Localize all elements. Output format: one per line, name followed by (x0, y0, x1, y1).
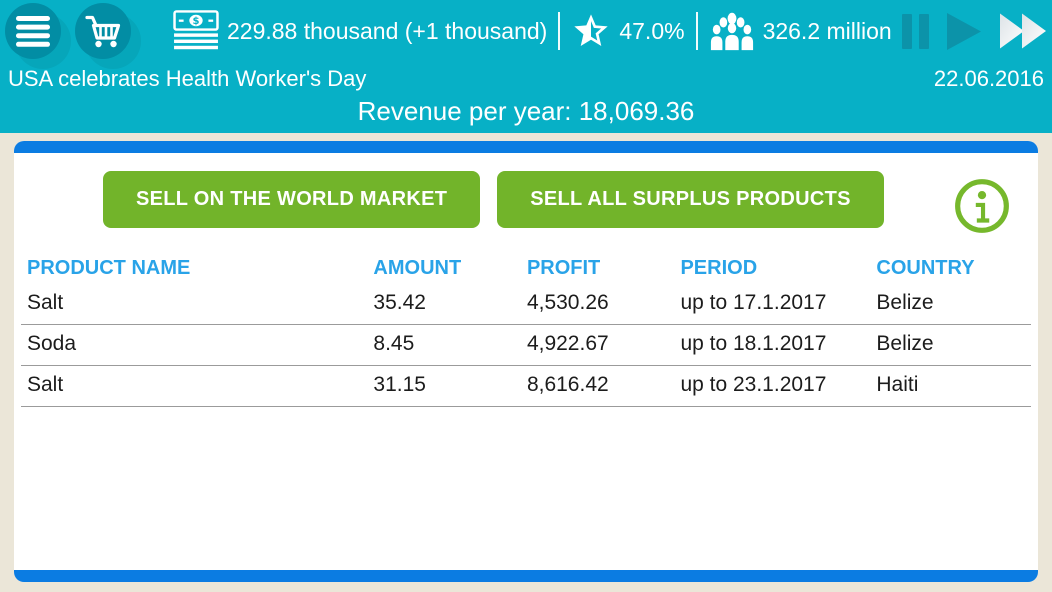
col-country: COUNTRY (876, 257, 975, 279)
play-button[interactable] (947, 12, 981, 50)
pause-icon (902, 13, 930, 49)
cell-product: Salt (21, 365, 368, 407)
cell-country: Haiti (870, 365, 1031, 407)
cell-period: up to 18.1.2017 (674, 324, 871, 366)
sell-all-surplus-button[interactable]: SELL ALL SURPLUS PRODUCTS (497, 171, 884, 228)
news-bar: USA celebrates Health Worker's Day 22.06… (0, 64, 1052, 94)
cell-period: up to 23.1.2017 (674, 365, 871, 407)
time-controls (902, 12, 1052, 50)
contract-row[interactable]: Soda 8.45 4,922.67 up to 18.1.2017 Beliz… (21, 324, 1031, 366)
menu-icon (16, 15, 50, 47)
cell-product: Soda (21, 324, 368, 366)
pause-button[interactable] (902, 13, 930, 49)
panel-top-accent-bar (14, 141, 1038, 153)
cell-profit: 4,922.67 (520, 324, 675, 366)
cart-icon (85, 14, 121, 48)
top-status-bar: $ 229.88 thousand (+1 thousand) (0, 0, 1052, 62)
col-product-name: PRODUCT NAME (27, 257, 191, 279)
news-event-text: USA celebrates Health Worker's Day (8, 66, 367, 91)
cell-amount: 8.45 (367, 324, 521, 366)
stat-divider (558, 12, 561, 50)
revenue-per-year-label: Revenue per year: 18,069.36 (357, 96, 695, 126)
cell-amount: 35.42 (367, 284, 521, 325)
game-date: 22.06.2016 (933, 66, 1044, 91)
sell-world-market-button[interactable]: SELL ON THE WORLD MARKET (103, 171, 481, 228)
market-cart-button[interactable] (75, 3, 131, 59)
population-stat[interactable]: 326.2 million (709, 11, 892, 51)
main-area: SELL ON THE WORLD MARKET SELL ALL SURPLU… (0, 133, 1052, 592)
rating-icon (571, 11, 611, 51)
rating-stat[interactable]: 47.0% (571, 11, 685, 51)
stat-divider (695, 12, 698, 50)
info-button[interactable] (953, 177, 1011, 235)
fast-forward-button[interactable] (998, 12, 1048, 50)
contract-row[interactable]: Salt 35.42 4,530.26 up to 17.1.2017 Beli… (21, 284, 1031, 325)
menu-button[interactable] (5, 3, 61, 59)
cell-profit: 4,530.26 (520, 284, 675, 325)
col-amount: AMOUNT (373, 257, 462, 279)
svg-text:$: $ (193, 16, 200, 27)
population-value: 326.2 million (762, 17, 892, 44)
contract-row[interactable]: Salt 31.15 8,616.42 up to 23.1.2017 Hait… (21, 365, 1031, 407)
trade-panel: SELL ON THE WORLD MARKET SELL ALL SURPLU… (14, 141, 1038, 582)
cell-period: up to 17.1.2017 (674, 284, 871, 325)
panel-bottom-accent-bar (14, 570, 1038, 582)
cell-country: Belize (870, 284, 1031, 325)
actions-row: SELL ON THE WORLD MARKET SELL ALL SURPLU… (14, 171, 1038, 235)
contracts-table: PRODUCT NAME AMOUNT PROFIT PERIOD COUNTR… (21, 249, 1031, 407)
col-profit: PROFIT (526, 257, 601, 279)
money-value: 229.88 thousand (+1 thousand) (227, 17, 548, 44)
rating-value: 47.0% (619, 17, 685, 44)
play-icon (947, 12, 981, 50)
money-stat[interactable]: $ 229.88 thousand (+1 thousand) (173, 10, 547, 52)
contracts-header-row: PRODUCT NAME AMOUNT PROFIT PERIOD COUNTR… (21, 249, 1031, 284)
cell-country: Belize (870, 324, 1031, 366)
app-header: $ 229.88 thousand (+1 thousand) (0, 0, 1052, 133)
info-icon (953, 177, 1011, 235)
col-period: PERIOD (680, 257, 758, 279)
panel-body: SELL ON THE WORLD MARKET SELL ALL SURPLU… (14, 153, 1038, 570)
stats-strip: $ 229.88 thousand (+1 thousand) (173, 10, 892, 52)
fast-forward-icon (998, 12, 1048, 50)
population-icon (709, 11, 755, 51)
cell-product: Salt (21, 284, 368, 325)
cell-profit: 8,616.42 (520, 365, 675, 407)
money-icon: $ (173, 10, 219, 52)
cell-amount: 31.15 (367, 365, 521, 407)
